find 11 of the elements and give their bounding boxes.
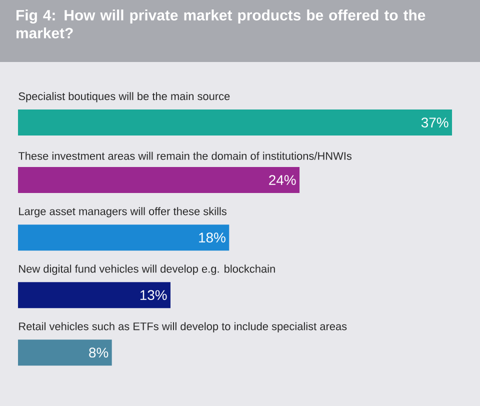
data-label: 37% bbox=[421, 118, 448, 128]
y-tick-label: New digital fund vehicles will develop e.g. blockchain bbox=[19, 264, 275, 275]
y-tick-label: Retail vehicles such as ETFs will develop to include specialist areas bbox=[19, 322, 347, 332]
y-tick-label: Specialist boutiques will be the main source bbox=[18, 92, 230, 102]
y-tick-label: These investment areas will remain the domain of institutions/HNWIs bbox=[18, 152, 352, 160]
data-label: 18% bbox=[199, 232, 226, 243]
data-label: 8% bbox=[89, 348, 108, 358]
data-label: 24% bbox=[269, 175, 296, 185]
y-tick-label: Large asset managers will offer these skills bbox=[19, 207, 226, 218]
data-label: 13% bbox=[140, 290, 167, 300]
chart-title: Fig 4: How will private market products be offered to the market? bbox=[16, 10, 426, 38]
